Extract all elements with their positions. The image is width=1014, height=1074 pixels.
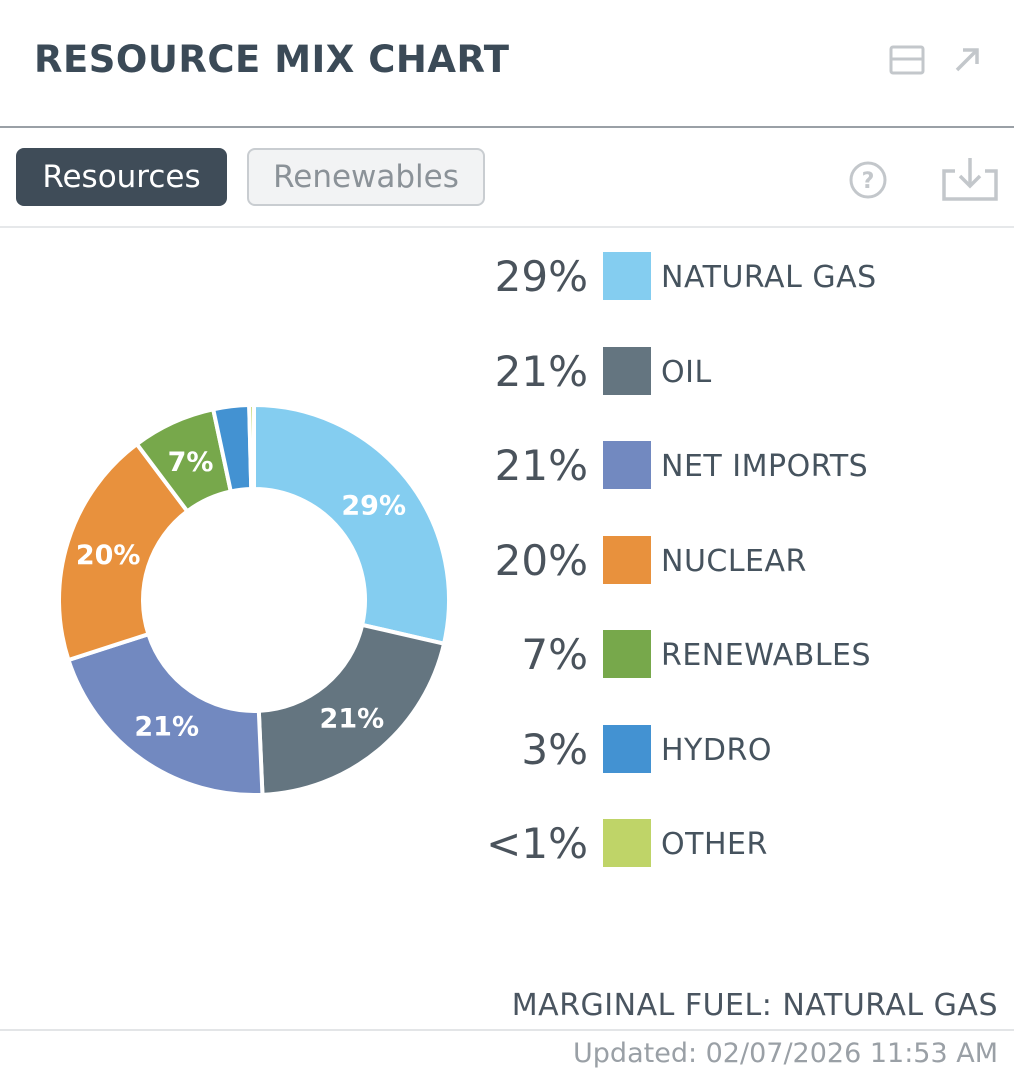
legend-label: NUCLEAR [661, 543, 807, 579]
chart-toolbar: Resources Renewables ? [0, 128, 1014, 228]
donut-slice-nuclear[interactable] [57, 441, 191, 663]
donut-slice-other[interactable] [247, 402, 256, 492]
legend-label: NATURAL GAS [661, 260, 877, 295]
donut-slice-label: 29% [341, 491, 406, 522]
legend-label: RENEWABLES [661, 638, 872, 673]
tab-resources[interactable]: Resources [16, 148, 227, 206]
legend-item-renewables[interactable]: 7% RENEWABLES [480, 618, 1000, 694]
legend-percent: 3% [521, 724, 588, 774]
donut-slice-natural-gas[interactable] [252, 402, 451, 647]
tab-renewables[interactable]: Renewables [247, 148, 485, 206]
legend-label: OTHER [661, 827, 768, 862]
updated-timestamp: Updated: 02/07/2026 11:53 AM [573, 1038, 998, 1069]
donut-chart: 29% 21% 21% 20% 7% [57, 402, 451, 797]
donut-slice-label: 21% [320, 704, 385, 735]
legend-percent: 21% [494, 346, 588, 396]
donut-slice-oil[interactable] [256, 622, 447, 797]
legend-label: OIL [661, 354, 712, 390]
marginal-fuel-label: MARGINAL FUEL: NATURAL GAS [511, 988, 998, 1023]
footer-divider [0, 1029, 1014, 1031]
donut-slice-label: 7% [168, 447, 214, 478]
legend-swatch [603, 346, 651, 395]
legend-item-natural-gas[interactable]: 29% NATURAL GAS [480, 240, 1000, 316]
legend-percent: <1% [486, 819, 588, 868]
svg-text:?: ? [862, 169, 875, 194]
legend-label: HYDRO [661, 732, 772, 768]
expand-arrow-icon[interactable] [947, 40, 987, 80]
legend-item-hydro[interactable]: 3% HYDRO [480, 713, 1000, 789]
legend-swatch [603, 819, 651, 867]
legend-item-other[interactable]: <1% OTHER [480, 807, 1000, 883]
download-icon[interactable] [940, 154, 1000, 204]
legend-swatch [603, 535, 651, 584]
help-icon[interactable]: ? [846, 158, 890, 202]
legend-swatch [603, 441, 651, 489]
page-title: RESOURCE MIX CHART [34, 38, 510, 81]
legend-swatch [603, 724, 651, 773]
legend-item-nuclear[interactable]: 20% NUCLEAR [480, 524, 1000, 600]
legend-item-oil[interactable]: 21% OIL [480, 335, 1000, 411]
donut-slice-net-imports[interactable] [65, 631, 265, 797]
donut-slice-label: 21% [134, 712, 199, 743]
legend-label: NET IMPORTS [661, 449, 869, 484]
legend-percent: 20% [494, 535, 588, 585]
panel-header: RESOURCE MIX CHART [0, 0, 1014, 128]
legend-percent: 21% [494, 441, 588, 490]
legend-percent: 7% [521, 630, 588, 679]
legend-swatch [603, 630, 651, 678]
donut-slice-label: 20% [76, 540, 141, 571]
legend-percent: 29% [494, 252, 588, 301]
legend-item-net-imports[interactable]: 21% NET IMPORTS [480, 429, 1000, 505]
minimize-icon[interactable] [887, 40, 927, 80]
legend-swatch [603, 252, 651, 300]
